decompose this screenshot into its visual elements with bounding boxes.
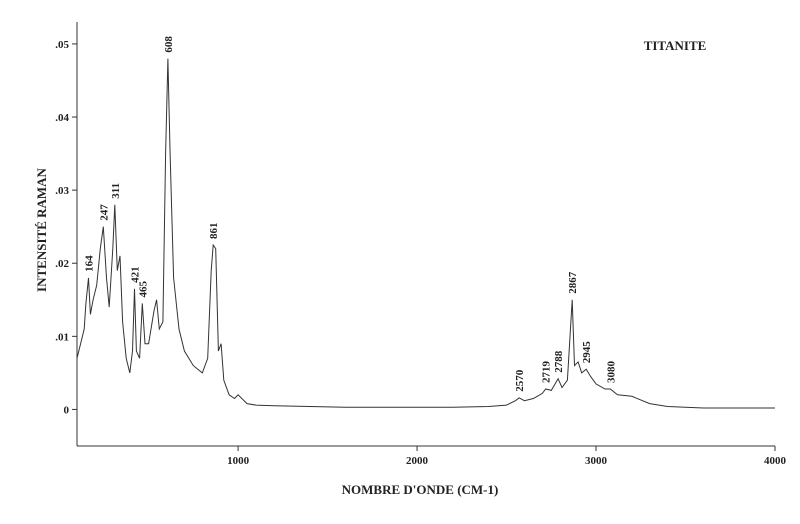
y-tick-label: 0 — [64, 404, 70, 416]
peak-label: 421 — [129, 266, 141, 283]
peak-label: 608 — [163, 36, 175, 53]
chart-title: TITANITE — [644, 38, 707, 53]
x-tick-label: 2000 — [406, 455, 429, 467]
spectrum-line — [76, 58, 775, 409]
peak-label: 164 — [83, 255, 95, 272]
y-tick-label: .01 — [55, 331, 69, 343]
x-tick-label: 4000 — [764, 455, 787, 467]
y-tick-label: .02 — [55, 258, 69, 270]
peak-label: 465 — [137, 280, 149, 297]
y-tick-label: .04 — [55, 112, 69, 124]
x-tick-label: 1000 — [227, 455, 250, 467]
peak-label: 2788 — [553, 350, 565, 373]
peak-label: 311 — [110, 183, 122, 199]
y-tick-label: .03 — [55, 185, 69, 197]
peak-label: 3080 — [605, 360, 617, 383]
x-axis-label: NOMBRE D'ONDE (CM-1) — [342, 482, 499, 497]
peak-label: 247 — [98, 204, 110, 221]
y-tick-label: .05 — [55, 39, 69, 51]
y-axis-label: INTENSITÉ RAMAN — [34, 167, 49, 291]
peak-label: 2867 — [567, 271, 579, 294]
x-tick-label: 3000 — [585, 455, 608, 467]
peak-label: 2945 — [581, 341, 593, 364]
peak-label: 861 — [208, 222, 220, 239]
peak-label: 2719 — [541, 360, 553, 383]
peak-label: 2570 — [514, 369, 526, 392]
